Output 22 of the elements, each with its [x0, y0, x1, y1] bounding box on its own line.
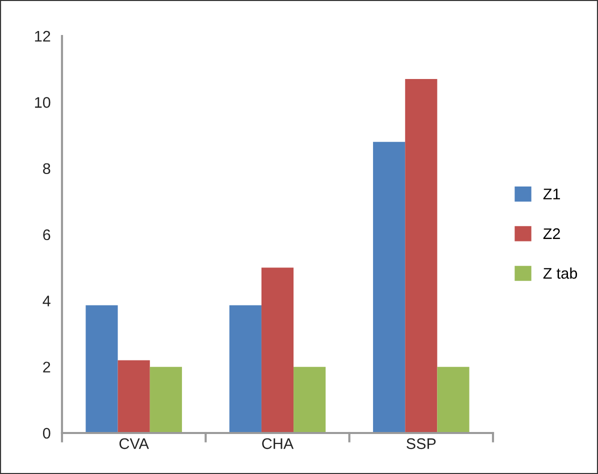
y-tick-label: 2 [43, 362, 50, 372]
y-tick-label: 10 [35, 97, 50, 108]
bar [437, 366, 470, 433]
bar [86, 305, 118, 433]
bar [405, 79, 438, 433]
legend-label: Z2 [543, 228, 560, 239]
y-tick-label: 8 [43, 163, 50, 174]
bar [261, 268, 294, 433]
y-tick-label: 6 [43, 229, 50, 240]
bar [150, 366, 182, 433]
y-tick-label: 12 [35, 30, 50, 42]
bar [373, 142, 406, 433]
bar [294, 366, 326, 433]
x-tick-label: CHA [262, 438, 294, 450]
y-tick-label: 0 [42, 428, 50, 439]
legend-label: Z1 [543, 188, 560, 200]
y-tick-label: 4 [42, 296, 50, 306]
bar [229, 305, 262, 433]
x-tick-label: SSP [406, 438, 436, 450]
x-tick-label: CVA [119, 438, 149, 450]
bar [118, 360, 150, 433]
legend-label: Z tab [543, 268, 578, 279]
